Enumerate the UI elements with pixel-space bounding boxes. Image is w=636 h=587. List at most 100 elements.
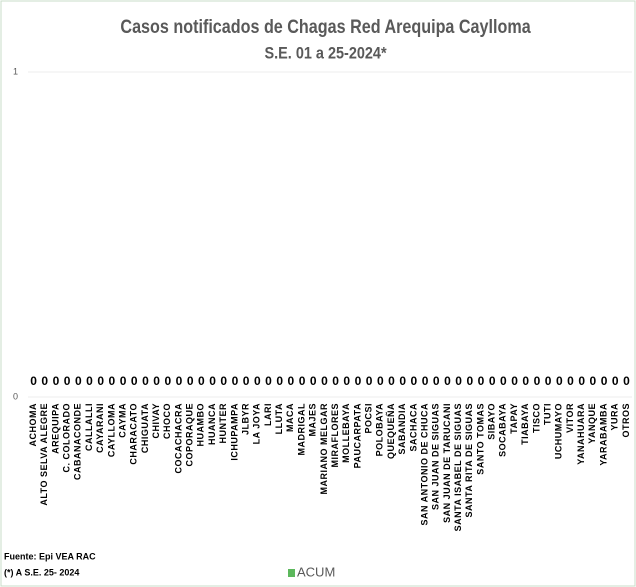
x-tick-label: SOCABAYA [498,403,508,457]
value-label: 0 [232,374,239,388]
x-tick-label: POLOBAYA [375,403,385,456]
value-label: 0 [377,374,384,388]
x-tick-label: MIRAFLORES [330,403,340,468]
x-tick-label: VITOR [565,403,575,433]
x-tick-label: HUANCA [207,403,217,445]
value-label: 0 [388,374,395,388]
value-label: 0 [343,374,350,388]
x-tick-label: HUNTER [218,403,228,444]
x-tick-label: LA JOYA [252,403,262,444]
value-label: 0 [299,374,306,388]
y-tick-label: 1 [13,66,18,76]
x-tick-label: POCSI [364,403,374,434]
x-tick-label: PAUCARPATA [352,403,362,468]
value-label: 0 [153,374,160,388]
x-tick-label: ACHOMA [28,403,38,447]
value-label: 0 [612,374,619,388]
value-label: 0 [41,374,48,388]
x-tick-label: CHIGUATA [140,403,150,453]
x-tick-label: MADRIGAL [296,403,306,456]
x-tick-label: MARIANO MELGAR [319,403,329,495]
x-tick-label: UCHUMAYO [554,403,564,459]
value-label: 0 [30,374,37,388]
x-tick-label: ICHUPAMPA [229,403,239,461]
value-label: 0 [355,374,362,388]
x-tick-label: CHARACATO [129,403,139,465]
chart-title: Casos notificados de Chagas Red Arequipa… [120,16,530,38]
value-label: 0 [489,374,496,388]
value-label: 0 [366,374,373,388]
x-tick-label: TUTI [542,403,552,425]
x-tick-label: MACA [285,403,295,432]
x-tick-label: SAN JUAN DE TARUCANI [442,403,452,523]
x-tick-label: JLBYR [240,403,250,435]
x-tick-label: CABANACONDE [73,403,83,480]
value-label: 0 [120,374,127,388]
source-note: Fuente: Epi VEA RAC [4,551,96,561]
value-label: 0 [265,374,272,388]
value-label: 0 [399,374,406,388]
value-label: 0 [220,374,227,388]
value-label: 0 [243,374,250,388]
value-label: 0 [332,374,339,388]
x-tick-label: OTROS [621,403,631,438]
value-label: 0 [288,374,295,388]
value-label: 0 [411,374,418,388]
x-tick-label: QUEQUEÑA [386,403,396,459]
x-tick-label: HUAMBO [196,403,206,447]
value-label: 0 [545,374,552,388]
x-tick-label: YARABAMBA [598,403,608,466]
value-label: 0 [276,374,283,388]
y-tick-label: 0 [13,391,18,401]
value-label: 0 [53,374,60,388]
x-tick-label: SANTO TOMAS [475,403,485,475]
value-label: 0 [500,374,507,388]
value-label: 0 [444,374,451,388]
x-tick-label: LARI [263,403,273,426]
value-label: 0 [176,374,183,388]
x-tick-label: SACHACA [408,403,418,452]
x-tick-label: YURA [610,403,620,431]
x-tick-label: COPORAQUE [185,403,195,467]
value-label: 0 [198,374,205,388]
x-tick-label: AREQUIPA [50,403,60,454]
value-label: 0 [567,374,574,388]
value-label: 0 [578,374,585,388]
x-tick-label: TAPAY [509,403,519,434]
value-label: 0 [590,374,597,388]
value-label: 0 [86,374,93,388]
period-note: (*) A S.E. 25- 2024 [4,567,79,577]
x-tick-label: CAYMA [117,403,127,438]
x-tick-label: CAYLLOMA [106,403,116,457]
x-tick-label: CHOCO [162,403,172,439]
value-label: 0 [466,374,473,388]
value-label: 0 [164,374,171,388]
x-tick-label: YANQUE [587,403,597,444]
value-label: 0 [433,374,440,388]
value-label: 0 [97,374,104,388]
x-tick-label: LLUTA [274,403,284,434]
x-tick-label: C. COLORADO [62,403,72,473]
value-label: 0 [131,374,138,388]
x-tick-label: SANTA RITA DE SIGUAS [464,403,474,518]
value-label: 0 [321,374,328,388]
value-label: 0 [478,374,485,388]
x-tick-label: CHIVAY [151,403,161,439]
legend-swatch [288,569,295,577]
value-label: 0 [455,374,462,388]
x-tick-label: SAN JUAN DE SIGUAS [431,403,441,510]
x-tick-label: CALLALLI [84,403,94,451]
value-label: 0 [75,374,82,388]
value-label: 0 [254,374,261,388]
x-tick-label: CAYARANI [95,403,105,453]
x-tick-label: MAJES [308,403,318,437]
value-label: 0 [534,374,541,388]
x-tick-label: SABANDIA [397,403,407,455]
x-tick-label: YANAHUARA [576,403,586,465]
x-tick-label: SAN ANTONIO DE CHUCA [419,403,429,526]
value-label: 0 [522,374,529,388]
value-label: 0 [209,374,216,388]
x-tick-label: MOLLEBAYA [341,403,351,463]
